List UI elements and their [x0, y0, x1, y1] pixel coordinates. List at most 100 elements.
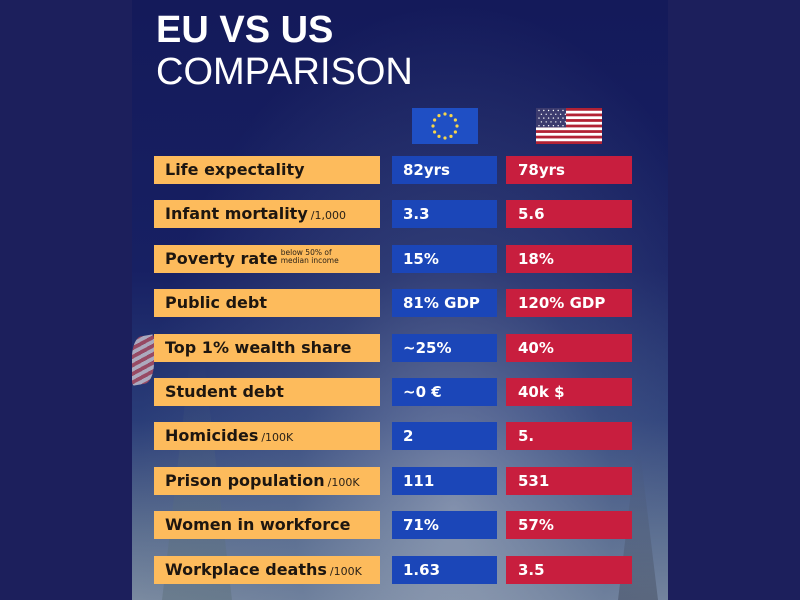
- title-line-2: COMPARISON: [156, 51, 413, 93]
- us-canton: [536, 108, 566, 128]
- us-star-icon: [545, 121, 547, 123]
- us-star-icon: [555, 121, 557, 123]
- comparison-row: Infant mortality/1,000 3.3 5.6: [154, 200, 632, 229]
- us-star-icon: [552, 117, 555, 119]
- eu-star-icon: [453, 130, 457, 134]
- infographic-poster: EU VS US COMPARISON Life expectality 82y…: [132, 0, 668, 600]
- us-stripe: [536, 113, 602, 117]
- metric-label-cell: Workplace deaths/100K: [154, 555, 380, 584]
- comparison-row: Poverty rate below 50% of median income 1…: [154, 244, 632, 273]
- us-star-icon: [552, 109, 555, 112]
- us-star-icon: [564, 113, 567, 115]
- us-star-icon: [550, 121, 552, 123]
- eu-value: 82yrs: [392, 156, 497, 184]
- metric-label-cell: Top 1% wealth share: [154, 333, 380, 362]
- us-star-icon: [543, 117, 545, 119]
- eu-star-icon: [437, 114, 441, 118]
- eu-star-icon: [433, 130, 437, 134]
- metric-label: Public debt: [165, 293, 267, 313]
- metric-unit: /100K: [327, 475, 360, 489]
- title-line-1: EU VS US: [156, 9, 334, 51]
- metric-label: Student debt: [165, 382, 284, 401]
- us-star-icon: [562, 125, 564, 127]
- us-stripe: [536, 130, 602, 133]
- metric-label: Poverty rate: [165, 248, 278, 268]
- us-star-icon: [559, 113, 562, 115]
- us-value: 5.6: [506, 200, 632, 229]
- us-value: 531: [506, 466, 632, 495]
- us-stripe: [536, 135, 602, 139]
- comparison-row: Public debt 81% GDP 120% GDP: [154, 289, 632, 318]
- metric-label: Infant mortality: [165, 204, 308, 224]
- eu-star-icon: [431, 124, 435, 128]
- us-star-icon: [540, 121, 543, 123]
- background-us-flag-icon: [132, 334, 154, 386]
- eu-value: 1.63: [392, 555, 497, 584]
- metric-label-cell: Student debt: [154, 378, 380, 406]
- us-star-icon: [555, 113, 557, 115]
- eu-star-icon: [433, 118, 437, 122]
- comparison-row: Women in workforce 71% 57%: [154, 511, 632, 540]
- metric-unit: /100K: [329, 564, 362, 578]
- us-star-icon: [547, 109, 550, 112]
- metric-label: Homicides: [165, 426, 259, 446]
- metric-label-cell: Life expectality: [154, 156, 380, 184]
- us-star-icon: [538, 125, 540, 127]
- eu-star-icon: [455, 124, 459, 128]
- us-star-icon: [552, 125, 555, 127]
- us-star-icon: [543, 109, 545, 112]
- metric-label-cell: Infant mortality/1,000: [154, 200, 380, 229]
- eu-star-icon: [453, 118, 457, 122]
- us-star-icon: [557, 125, 559, 127]
- us-star-icon: [547, 117, 550, 119]
- comparison-row: Student debt ~0 € 40k $: [154, 378, 632, 406]
- metric-label-cell: Prison population/100K: [154, 466, 380, 495]
- us-star-icon: [557, 117, 559, 119]
- metric-label-cell: Homicides/100K: [154, 422, 380, 451]
- metric-unit: /1,000: [310, 209, 346, 223]
- us-star-icon: [538, 117, 540, 119]
- metric-label: Workplace deaths: [165, 559, 327, 579]
- metric-label-cell: Women in workforce: [154, 511, 380, 540]
- us-star-icon: [540, 113, 543, 115]
- us-star-icon: [538, 109, 540, 112]
- us-stripe: [536, 108, 602, 111]
- us-flag-icon: [536, 108, 602, 144]
- metric-note: below 50% of median income: [280, 248, 339, 266]
- metric-label: Prison population: [165, 470, 325, 490]
- metric-unit: /100K: [261, 431, 294, 445]
- eu-star-icon: [437, 134, 441, 138]
- us-value: 40k $: [506, 378, 632, 406]
- us-stripe: [536, 124, 602, 128]
- us-value: 3.5: [506, 555, 632, 584]
- us-star-icon: [547, 125, 550, 127]
- us-stripe: [536, 141, 602, 144]
- metric-label: Top 1% wealth share: [165, 337, 352, 357]
- us-stripe: [536, 119, 602, 122]
- us-value: 5.: [506, 422, 632, 451]
- comparison-row: Life expectality 82yrs 78yrs: [154, 156, 632, 184]
- eu-value: 111: [392, 466, 497, 495]
- eu-value: 81% GDP: [392, 289, 497, 318]
- us-star-icon: [557, 109, 559, 112]
- eu-star-icon: [449, 114, 453, 118]
- metric-label: Life expectality: [165, 160, 305, 179]
- us-value: 40%: [506, 333, 632, 362]
- eu-star-icon: [449, 134, 453, 138]
- eu-star-icon: [443, 112, 447, 116]
- us-star-icon: [562, 117, 564, 119]
- metric-label-cell: Poverty rate below 50% of median income: [154, 244, 380, 273]
- us-star-icon: [545, 113, 547, 115]
- eu-value: 71%: [392, 511, 497, 540]
- comparison-row: Prison population/100K 111 531: [154, 466, 632, 495]
- comparison-row: Top 1% wealth share ~25% 40%: [154, 333, 632, 362]
- comparison-row: Homicides/100K 2 5.: [154, 422, 632, 451]
- eu-value: ~25%: [392, 333, 497, 362]
- us-star-icon: [559, 121, 562, 123]
- us-star-icon: [562, 109, 564, 112]
- us-value: 18%: [506, 244, 632, 273]
- eu-value: 3.3: [392, 200, 497, 229]
- us-value: 120% GDP: [506, 289, 632, 318]
- eu-value: 15%: [392, 244, 497, 273]
- comparison-row: Workplace deaths/100K 1.63 3.5: [154, 555, 632, 584]
